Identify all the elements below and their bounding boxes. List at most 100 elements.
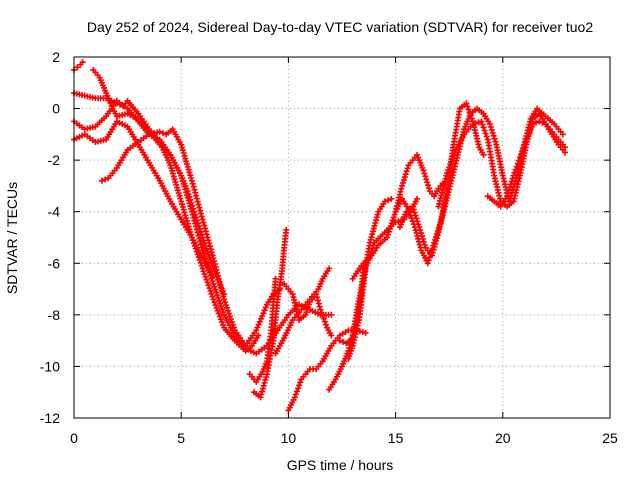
data-point	[222, 299, 229, 306]
data-point	[257, 394, 264, 401]
data-point	[391, 211, 398, 218]
data-point	[463, 100, 470, 107]
data-point	[202, 242, 209, 249]
data-point	[217, 300, 224, 307]
data-point	[216, 279, 223, 286]
grid	[74, 57, 610, 418]
series-9	[281, 280, 335, 339]
data-point	[254, 324, 261, 331]
x-tick-label: 0	[70, 430, 78, 446]
data-point	[272, 275, 279, 282]
data-point	[421, 241, 428, 248]
data-point	[260, 382, 267, 389]
data-point	[505, 190, 512, 197]
data-point	[198, 231, 205, 238]
data-point	[328, 332, 335, 339]
data-point	[370, 242, 377, 249]
data-point	[410, 206, 417, 213]
data-point	[203, 231, 210, 238]
data-point	[190, 205, 197, 212]
data-point	[200, 268, 207, 275]
data-point	[210, 280, 217, 287]
y-axis-label: SDTVAR / TECUs	[4, 182, 20, 294]
data-point	[510, 172, 517, 179]
data-point	[491, 135, 498, 142]
plot-frame	[73, 56, 611, 419]
data-point	[208, 290, 215, 297]
data-point	[539, 119, 546, 126]
data-point	[292, 391, 299, 398]
data-point	[206, 254, 213, 261]
data-point	[204, 248, 211, 255]
data-point	[199, 234, 206, 241]
data-point	[321, 318, 328, 325]
data-point	[519, 148, 526, 155]
data-point	[221, 296, 228, 303]
x-tick-labels: 0 5 10 15 20 25	[70, 430, 618, 446]
data-point	[536, 118, 543, 125]
data-point	[432, 240, 439, 247]
data-point	[196, 235, 203, 242]
data-point	[385, 228, 392, 235]
data-point	[419, 235, 426, 242]
data-point	[201, 240, 208, 247]
data-point	[219, 306, 226, 313]
data-point	[263, 374, 270, 381]
data-point	[448, 158, 455, 165]
data-point	[482, 130, 489, 137]
data-point	[425, 182, 432, 189]
data-point	[205, 251, 212, 258]
data-point	[291, 394, 298, 401]
data-point	[418, 233, 425, 240]
data-point	[429, 252, 436, 259]
y-tick-label: 0	[52, 101, 60, 117]
data-point	[224, 307, 231, 314]
data-point	[518, 151, 525, 158]
data-point	[296, 382, 303, 389]
data-point	[381, 198, 388, 205]
data-point	[533, 119, 540, 126]
x-tick-label: 15	[388, 430, 404, 446]
data-point	[185, 191, 192, 198]
data-point	[201, 222, 208, 229]
data-point	[520, 145, 527, 152]
data-point	[431, 243, 438, 250]
data-point	[513, 163, 520, 170]
y-tick-label: -12	[40, 410, 60, 426]
data-point	[188, 199, 195, 206]
data-point	[199, 265, 206, 272]
data-point	[386, 225, 393, 232]
x-tick-label: 10	[281, 430, 297, 446]
data-point	[216, 313, 223, 320]
data-point	[198, 262, 205, 269]
data-point	[194, 198, 201, 205]
data-point	[412, 212, 419, 219]
data-point	[475, 119, 482, 126]
data-point	[516, 154, 523, 161]
data-point	[220, 309, 227, 316]
data-point	[198, 213, 205, 220]
data-point	[399, 182, 406, 189]
data-point	[194, 220, 201, 227]
data-point	[488, 126, 495, 133]
data-point	[202, 273, 209, 280]
data-point	[258, 315, 265, 322]
data-point	[425, 185, 432, 192]
data-point	[430, 246, 437, 253]
data-point	[469, 121, 476, 128]
data-point	[253, 327, 260, 334]
data-point	[504, 193, 511, 200]
data-point	[188, 177, 195, 184]
data-point	[559, 131, 566, 138]
data-point	[211, 283, 218, 290]
data-point	[384, 234, 391, 241]
x-tick-label: 5	[177, 430, 185, 446]
data-point	[478, 118, 485, 125]
data-point	[414, 218, 421, 225]
data-point	[192, 214, 199, 221]
data-point	[213, 289, 220, 296]
data-point	[217, 282, 224, 289]
data-point	[205, 282, 212, 289]
data-point	[401, 174, 408, 181]
